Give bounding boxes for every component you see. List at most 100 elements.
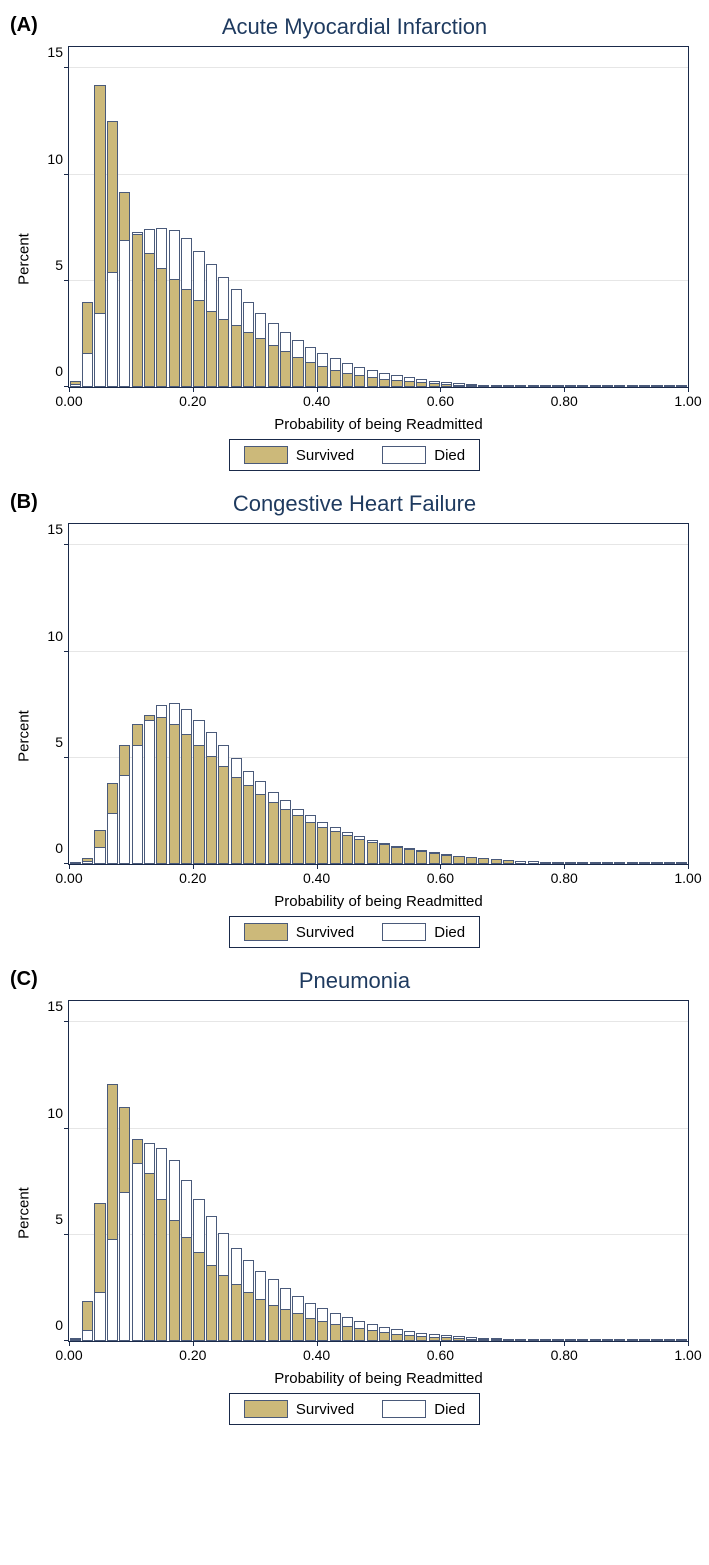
panels-container: (A)Acute Myocardial InfarctionPercent051…: [10, 14, 699, 1425]
x-tick-label: 0.80: [551, 870, 578, 886]
bar-died: [119, 240, 130, 387]
bar-survived: [577, 385, 588, 387]
y-tick-label: 5: [55, 1211, 63, 1227]
bar-survived: [354, 375, 365, 387]
bar-survived: [342, 373, 353, 387]
bar-survived: [280, 351, 291, 387]
x-tick-label: 0.40: [303, 393, 330, 409]
bar-survived: [441, 855, 452, 864]
y-tick-label: 5: [55, 734, 63, 750]
plot-area: 0510150.000.200.400.600.801.00: [68, 523, 689, 865]
legend-item-survived: Survived: [244, 446, 354, 464]
bar-died: [132, 745, 143, 864]
bar-survived: [391, 380, 402, 387]
bar-survived: [255, 338, 266, 387]
bar-died: [119, 1192, 130, 1341]
panel-letter: (B): [10, 491, 38, 514]
bar-survived: [193, 745, 204, 864]
bar-died: [577, 862, 588, 864]
bar-survived: [614, 1339, 625, 1341]
bar-survived: [317, 366, 328, 387]
bar-survived: [590, 1339, 601, 1341]
bar-died: [602, 862, 613, 864]
bar-survived: [206, 1265, 217, 1342]
y-tick-label: 15: [47, 521, 63, 537]
x-tick: [440, 864, 441, 869]
bar-died: [82, 861, 93, 864]
bar-survived: [144, 253, 155, 387]
x-tick-label: 1.00: [674, 870, 701, 886]
bars-layer: [69, 524, 688, 864]
legend-label-survived: Survived: [296, 447, 354, 464]
bar-survived: [466, 857, 477, 864]
x-tick: [564, 387, 565, 392]
y-axis-label: Percent: [16, 1187, 33, 1239]
y-axis-label: Percent: [16, 233, 33, 285]
bar-survived: [292, 815, 303, 864]
bar-died: [107, 813, 118, 864]
x-tick: [193, 864, 194, 869]
legend-label-died: Died: [434, 924, 465, 941]
bar-survived: [515, 1339, 526, 1341]
bar-died: [94, 847, 105, 864]
bar-survived: [268, 345, 279, 388]
bar-died: [552, 862, 563, 864]
bar-survived: [231, 777, 242, 864]
bar-survived: [441, 384, 452, 387]
bar-survived: [305, 362, 316, 388]
bar-survived: [305, 822, 316, 865]
x-tick-label: 0.80: [551, 393, 578, 409]
bar-died: [565, 862, 576, 864]
bar-survived: [577, 1339, 588, 1341]
y-tick-label: 5: [55, 257, 63, 273]
legend: Survived Died: [229, 439, 480, 471]
bar-survived: [367, 842, 378, 864]
bar-survived: [330, 831, 341, 864]
bar-survived: [218, 766, 229, 864]
bar-died: [82, 1330, 93, 1341]
x-tick: [440, 387, 441, 392]
x-tick: [69, 864, 70, 869]
bar-survived: [342, 835, 353, 864]
bar-survived: [255, 794, 266, 864]
bar-survived: [627, 1339, 638, 1341]
bar-died: [70, 384, 81, 387]
legend-item-died: Died: [382, 923, 465, 941]
legend: SurvivedDied: [229, 916, 480, 948]
bar-died: [676, 862, 687, 864]
legend-label-died: Died: [434, 447, 465, 464]
x-tick-label: 0.40: [303, 1347, 330, 1363]
bar-survived: [552, 385, 563, 387]
bar-survived: [132, 234, 143, 387]
y-tick-label: 15: [47, 44, 63, 60]
bar-died: [627, 862, 638, 864]
bar-survived: [169, 279, 180, 387]
bar-survived: [491, 385, 502, 387]
bar-died: [119, 775, 130, 864]
bar-survived: [268, 802, 279, 864]
bar-died: [82, 353, 93, 387]
x-tick: [317, 1341, 318, 1346]
panel-title: Congestive Heart Failure: [10, 491, 699, 517]
bar-died: [540, 862, 551, 864]
bar-died: [676, 1339, 687, 1341]
x-tick-label: 0.40: [303, 870, 330, 886]
x-tick-label: 0.00: [55, 870, 82, 886]
x-tick-label: 0.20: [179, 393, 206, 409]
bar-survived: [193, 300, 204, 387]
x-tick: [440, 1341, 441, 1346]
y-tick-label: 15: [47, 998, 63, 1014]
bar-survived: [206, 756, 217, 864]
bar-survived: [354, 839, 365, 865]
x-tick: [688, 864, 689, 869]
bar-survived: [416, 851, 427, 864]
bar-survived: [503, 385, 514, 387]
bar-survived: [528, 385, 539, 387]
bar-survived: [342, 1326, 353, 1341]
bar-survived: [404, 849, 415, 864]
bar-survived: [478, 858, 489, 864]
bar-survived: [255, 1299, 266, 1342]
bar-died: [132, 1163, 143, 1342]
bar-survived: [552, 1339, 563, 1341]
y-tick-label: 10: [47, 628, 63, 644]
